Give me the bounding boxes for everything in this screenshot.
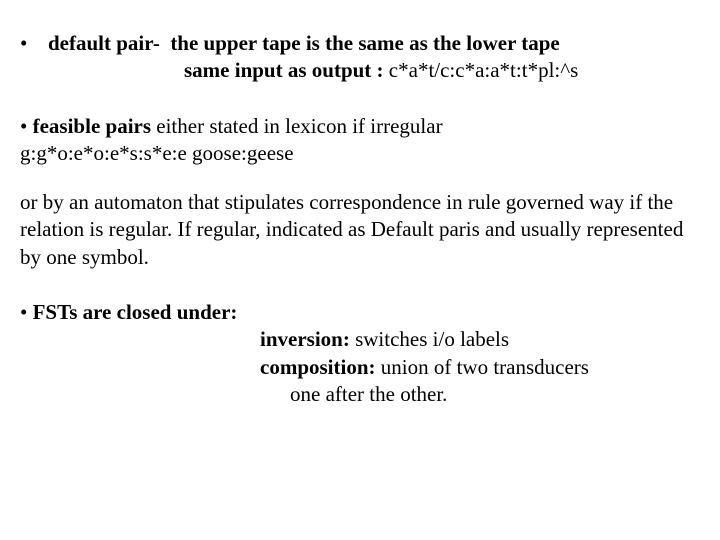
- bullet-icon: •: [20, 30, 48, 57]
- inversion-label: inversion:: [260, 327, 350, 351]
- line-1: • FSTs are closed under:: [20, 299, 700, 326]
- slide-content: • default pair- the upper tape is the sa…: [0, 0, 720, 428]
- same-input-value: c*a*t/c:c*a:a*t:t*pl:^s: [389, 58, 578, 82]
- composition-label: composition:: [260, 355, 376, 379]
- bullet-icon: •: [20, 114, 27, 138]
- line-1: default pair- the upper tape is the same…: [48, 30, 560, 57]
- dash: -: [153, 31, 160, 55]
- line-2: g:g*o:e*o:e*s:s*e:e goose:geese: [20, 140, 700, 167]
- bullet-icon: •: [20, 300, 27, 324]
- block-feasible-pairs: • feasible pairs either stated in lexico…: [20, 113, 700, 168]
- tape-line: the upper tape is the same as the lower …: [170, 31, 559, 55]
- block-automaton: or by an automaton that stipulates corre…: [20, 189, 700, 271]
- label-fsts: FSTs are closed under:: [33, 300, 238, 324]
- paragraph: or by an automaton that stipulates corre…: [20, 189, 700, 271]
- line-1: • feasible pairs either stated in lexico…: [20, 113, 700, 140]
- same-input-label: same input as output :: [184, 58, 384, 82]
- composition-rest: union of two transducers: [381, 355, 589, 379]
- label-default-pair: default pair: [48, 31, 153, 55]
- line-composition-2: one after the other.: [20, 381, 700, 408]
- line-inversion: inversion: switches i/o labels: [20, 326, 700, 353]
- line-composition-1: composition: union of two transducers: [20, 354, 700, 381]
- feasible-rest: either stated in lexicon if irregular: [156, 114, 442, 138]
- block-fsts: • FSTs are closed under: inversion: swit…: [20, 299, 700, 408]
- line-2: same input as output : c*a*t/c:c*a:a*t:t…: [20, 57, 700, 84]
- block-default-pair: • default pair- the upper tape is the sa…: [20, 30, 700, 85]
- label-feasible-pairs: feasible pairs: [33, 114, 151, 138]
- inversion-rest: switches i/o labels: [355, 327, 509, 351]
- bullet-row: • default pair- the upper tape is the sa…: [20, 30, 700, 57]
